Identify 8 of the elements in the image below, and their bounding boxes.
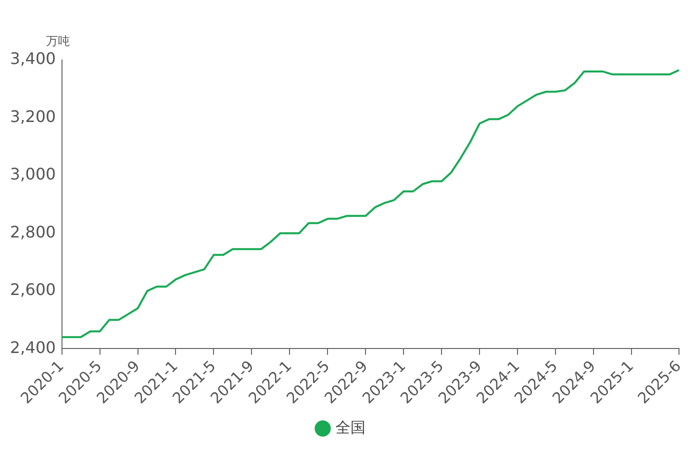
y-axis-title: 万吨	[46, 34, 70, 48]
y-tick-label: 2,400	[10, 338, 56, 357]
y-tick-label: 2,600	[10, 280, 56, 300]
legend-label: 全国	[335, 418, 366, 436]
y-tick-label: 2,800	[10, 222, 56, 242]
y-tick-label: 3,400	[10, 49, 56, 68]
y-tick-label: 3,000	[10, 164, 56, 184]
y-tick-label: 3,200	[10, 106, 56, 126]
